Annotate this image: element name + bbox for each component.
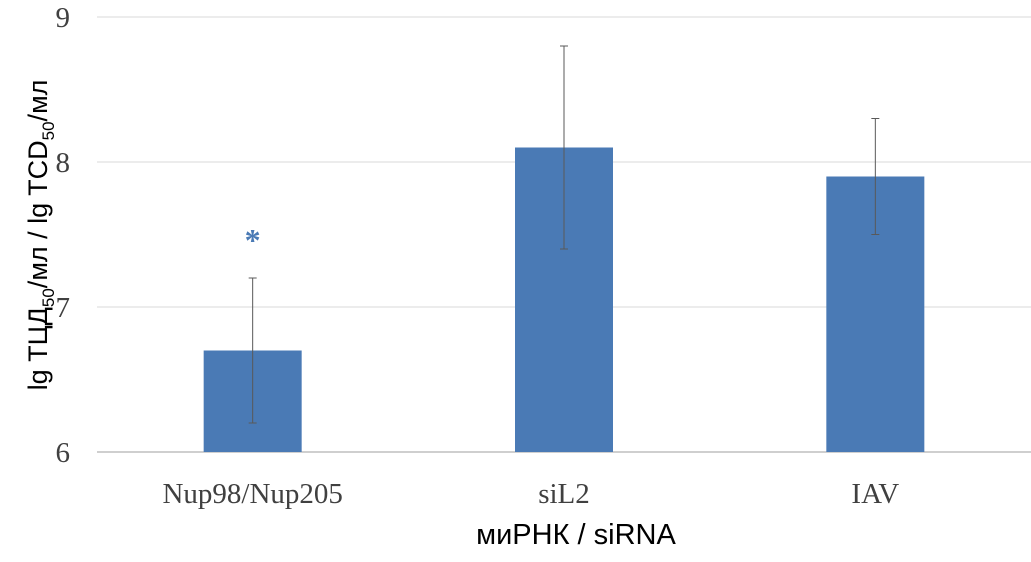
x-tick-label: IAV xyxy=(851,478,899,510)
y-axis-label-part1: lg ТЦД xyxy=(23,307,53,390)
y-axis-label-sub2: 50 xyxy=(39,121,58,140)
x-axis-label: миРНК / siRNA xyxy=(476,519,676,551)
x-tick-label: siL2 xyxy=(538,478,590,510)
y-tick-label: 8 xyxy=(56,147,71,179)
y-tick-label: 7 xyxy=(56,292,71,324)
x-tick-label: Nup98/Nup205 xyxy=(162,478,342,510)
y-axis-label: lg ТЦД50/мл / lg TCD50/мл xyxy=(23,80,58,391)
y-tick-label: 6 xyxy=(56,437,71,469)
y-tick-labels: 6 7 8 9 xyxy=(56,2,71,469)
error-bars xyxy=(248,45,880,424)
significance-asterisk: * xyxy=(245,222,261,258)
x-tick-labels: Nup98/Nup205 siL2 IAV xyxy=(162,478,899,510)
y-tick-label: 9 xyxy=(56,2,71,34)
y-axis-label-sub1: 50 xyxy=(39,288,58,307)
y-axis-label-part3: /мл xyxy=(23,80,53,122)
y-axis-label-part2: /мл / lg TCD xyxy=(23,140,53,288)
annotations: * xyxy=(245,222,261,258)
